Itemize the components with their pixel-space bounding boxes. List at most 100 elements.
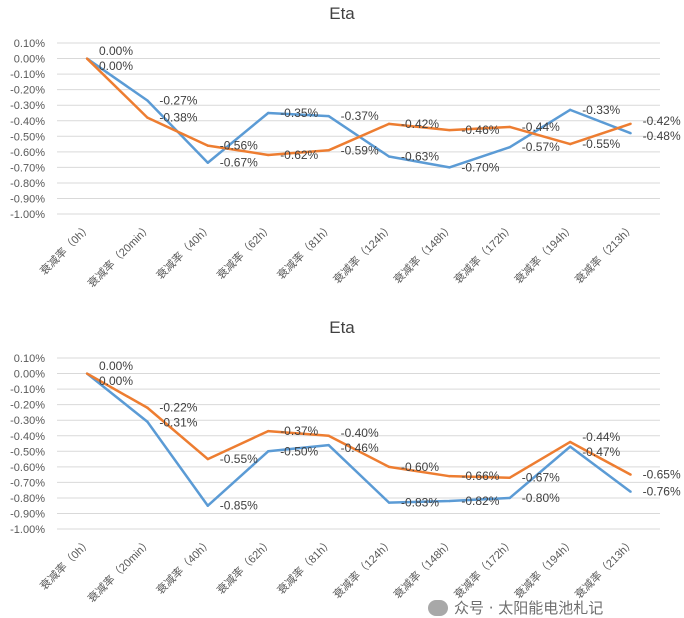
data-point bbox=[146, 420, 149, 423]
data-point bbox=[569, 108, 572, 112]
data-label: -0.66% bbox=[461, 469, 499, 483]
data-point bbox=[206, 144, 209, 147]
data-point bbox=[448, 166, 451, 169]
data-point bbox=[327, 114, 330, 118]
chart-2: Eta0.10%0.00%-0.10%-0.20%-0.30%-0.40%-0.… bbox=[10, 318, 681, 605]
data-label: -0.59% bbox=[341, 143, 379, 157]
data-label: -0.44% bbox=[582, 430, 620, 444]
data-label: -0.70% bbox=[461, 160, 499, 174]
data-label: -0.37% bbox=[280, 424, 318, 438]
data-point bbox=[146, 99, 149, 102]
data-point bbox=[569, 445, 572, 448]
x-tick-label: 衰减率（172h） bbox=[451, 220, 517, 286]
data-label: -0.47% bbox=[582, 445, 620, 459]
data-point bbox=[569, 440, 572, 444]
y-tick-label: -0.60% bbox=[10, 147, 45, 159]
data-point bbox=[327, 149, 330, 152]
watermark: 众号 · 太阳能电池札记 bbox=[428, 599, 603, 617]
y-tick-label: -0.50% bbox=[10, 446, 45, 458]
data-label: -0.48% bbox=[643, 129, 681, 143]
chart-title: Eta bbox=[329, 4, 355, 23]
data-label: -0.55% bbox=[220, 452, 258, 466]
x-tick-label: 衰减率（148h） bbox=[390, 535, 456, 601]
y-tick-label: 0.10% bbox=[14, 353, 45, 365]
x-tick-label: 衰减率（81h） bbox=[274, 220, 336, 282]
data-label: -0.44% bbox=[522, 120, 560, 134]
data-point bbox=[387, 122, 391, 126]
x-tick-label: 衰减率（62h） bbox=[214, 220, 276, 282]
y-tick-label: -0.20% bbox=[10, 85, 45, 97]
x-tick-label: 衰减率（194h） bbox=[511, 220, 577, 286]
data-point bbox=[387, 501, 391, 504]
y-tick-label: -0.90% bbox=[10, 194, 45, 206]
data-label: -0.80% bbox=[522, 491, 560, 505]
x-tick-label: 衰减率（172h） bbox=[451, 535, 517, 601]
data-point bbox=[569, 142, 572, 146]
x-tick-label: 衰减率（0h） bbox=[37, 535, 94, 592]
watermark-text: 众号 · 太阳能电池札记 bbox=[454, 599, 604, 617]
x-tick-label: 衰减率（124h） bbox=[330, 220, 396, 286]
y-tick-label: -0.10% bbox=[10, 69, 45, 81]
data-point bbox=[206, 504, 209, 507]
data-point bbox=[85, 372, 89, 375]
data-label: -0.83% bbox=[401, 496, 439, 510]
data-point bbox=[508, 125, 511, 129]
data-label: -0.38% bbox=[159, 111, 197, 125]
x-tick-label: 衰减率（148h） bbox=[390, 220, 456, 286]
y-tick-label: -1.00% bbox=[10, 524, 45, 536]
data-label: -0.57% bbox=[522, 140, 560, 154]
y-tick-label: -0.30% bbox=[10, 415, 45, 427]
data-label: -0.46% bbox=[341, 441, 379, 455]
data-point bbox=[267, 429, 270, 433]
data-label: -0.63% bbox=[401, 150, 439, 164]
data-label: -0.42% bbox=[401, 117, 439, 131]
data-point bbox=[508, 496, 511, 500]
data-label: 0.00% bbox=[99, 44, 133, 58]
y-tick-label: -0.20% bbox=[10, 400, 45, 412]
data-label: -0.22% bbox=[159, 400, 197, 414]
y-tick-label: -0.10% bbox=[10, 384, 45, 396]
y-tick-label: -0.80% bbox=[10, 493, 45, 505]
x-tick-label: 衰减率（40h） bbox=[153, 535, 215, 597]
data-point bbox=[448, 499, 451, 503]
x-tick-label: 衰减率（20min） bbox=[85, 535, 155, 605]
data-label: -0.62% bbox=[280, 148, 318, 162]
data-label: -0.82% bbox=[461, 494, 499, 508]
data-point bbox=[629, 122, 632, 126]
data-point bbox=[146, 116, 149, 119]
data-label: -0.46% bbox=[461, 123, 499, 137]
data-label: 0.00% bbox=[99, 374, 133, 388]
y-tick-label: -0.90% bbox=[10, 509, 45, 521]
data-label: -0.60% bbox=[401, 460, 439, 474]
data-label: -0.50% bbox=[280, 444, 318, 458]
x-tick-label: 衰减率（213h） bbox=[572, 535, 638, 601]
y-tick-label: -0.40% bbox=[10, 431, 45, 443]
x-tick-label: 衰减率（40h） bbox=[153, 220, 215, 282]
data-point bbox=[448, 128, 451, 132]
data-point bbox=[327, 443, 330, 447]
data-label: -0.42% bbox=[643, 114, 681, 128]
y-tick-label: -0.50% bbox=[10, 131, 45, 143]
data-point bbox=[327, 434, 330, 437]
data-point bbox=[267, 450, 270, 453]
data-label: -0.31% bbox=[159, 415, 197, 429]
data-point bbox=[387, 155, 391, 158]
x-tick-label: 衰减率（124h） bbox=[330, 535, 396, 601]
data-point bbox=[387, 465, 391, 469]
y-tick-label: 0.00% bbox=[14, 369, 45, 381]
data-label: -0.27% bbox=[159, 94, 197, 108]
series-line-orange bbox=[86, 57, 631, 157]
y-tick-label: 0.10% bbox=[14, 38, 45, 50]
x-tick-label: 衰减率（81h） bbox=[274, 535, 336, 597]
data-label: -0.40% bbox=[341, 426, 379, 440]
data-point bbox=[508, 476, 511, 479]
data-point bbox=[508, 145, 511, 149]
data-point bbox=[267, 111, 270, 115]
data-label: -0.55% bbox=[582, 137, 620, 151]
y-tick-label: -0.70% bbox=[10, 162, 45, 174]
data-point bbox=[85, 57, 89, 60]
data-point bbox=[629, 490, 632, 493]
data-point bbox=[448, 474, 451, 478]
